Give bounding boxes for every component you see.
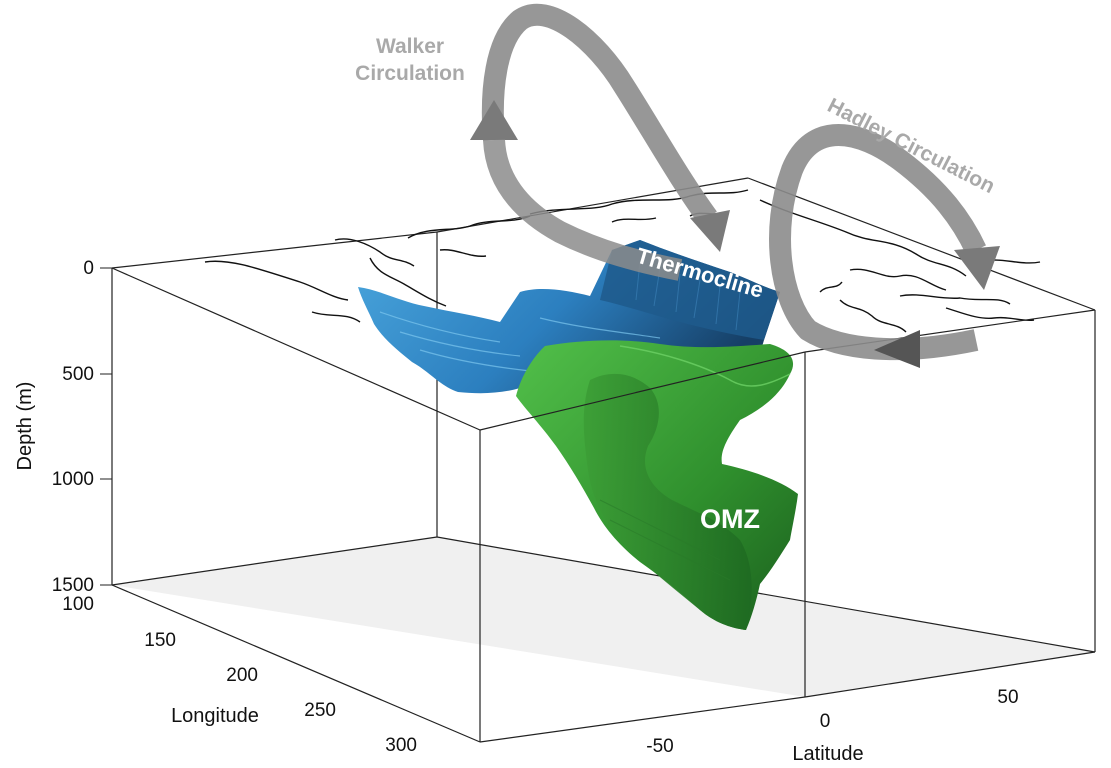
depth-tick-0: 0 <box>83 258 94 279</box>
longitude-tick-300: 300 <box>385 735 417 756</box>
depth-axis-title: Depth (m) <box>14 382 36 471</box>
depth-axis: 0 500 1000 1500 Depth (m) <box>14 258 112 596</box>
box-back-edges <box>111 177 1096 653</box>
latitude-tick-50: 50 <box>997 687 1018 708</box>
walker-circulation-arrow <box>470 3 730 281</box>
depth-tick-1000: 1000 <box>52 469 94 490</box>
box-front-edges <box>111 267 1096 743</box>
longitude-axis: 100 150 200 250 300 Longitude <box>62 594 417 756</box>
omz-surface <box>516 340 798 630</box>
hadley-circulation-arrow <box>769 124 1000 368</box>
latitude-axis: -50 0 50 Latitude <box>646 687 1018 765</box>
latitude-tick-minus50: -50 <box>646 736 673 757</box>
depth-tick-500: 500 <box>62 364 94 385</box>
floor-plane <box>112 537 1095 697</box>
walker-label-line2: Circulation <box>355 62 465 85</box>
latitude-axis-title: Latitude <box>792 743 863 765</box>
walker-label-line1: Walker <box>376 35 444 58</box>
longitude-tick-200: 200 <box>226 665 258 686</box>
omz-label: OMZ <box>700 504 760 534</box>
longitude-tick-150: 150 <box>144 630 176 651</box>
longitude-tick-100: 100 <box>62 594 94 615</box>
longitude-axis-title: Longitude <box>171 705 259 727</box>
depth-tick-1500: 1500 <box>52 575 94 596</box>
latitude-tick-0: 0 <box>820 711 831 732</box>
longitude-tick-250: 250 <box>304 700 336 721</box>
